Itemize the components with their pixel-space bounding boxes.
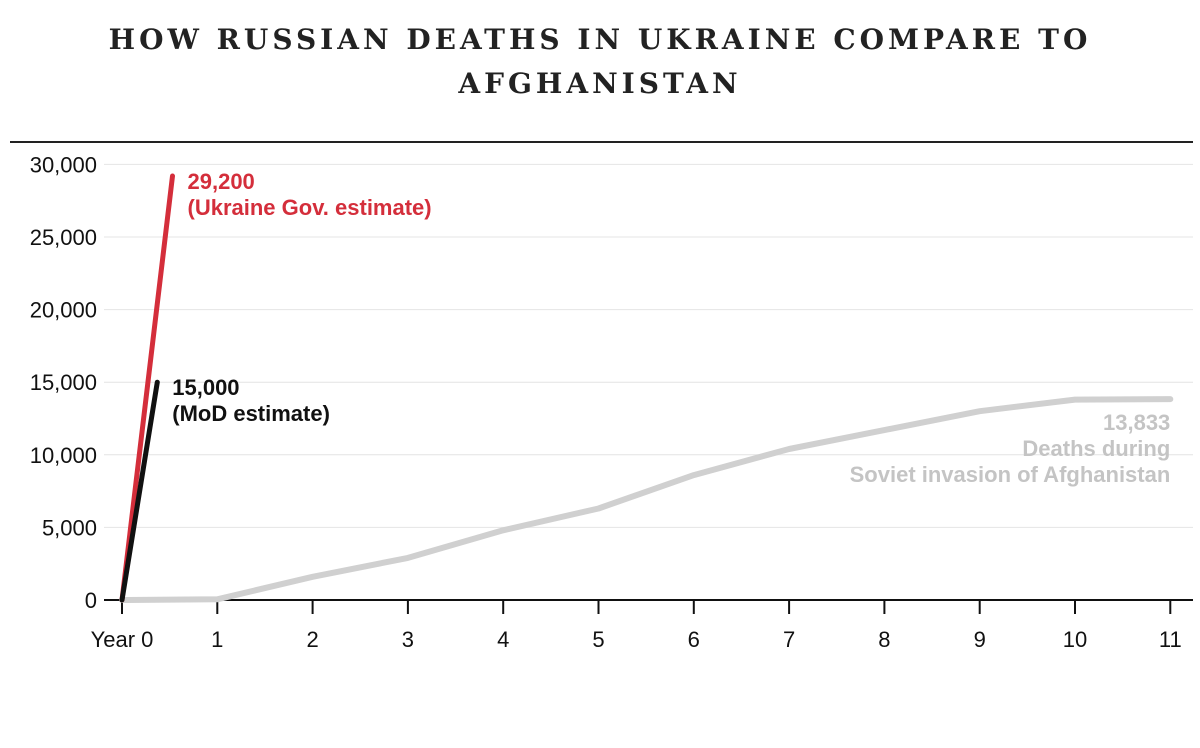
annotation-line: Deaths during [1022,436,1170,461]
annotation-line: Soviet invasion of Afghanistan [850,462,1171,487]
x-tick-label: 5 [592,627,604,652]
annotation-line: 15,000 [172,375,239,400]
y-tick-label: 30,000 [30,152,97,177]
y-tick-label: 25,000 [30,225,97,250]
x-tick-label: 4 [497,627,509,652]
x-tick-label: 1 [211,627,223,652]
annotation-line: (Ukraine Gov. estimate) [188,195,432,220]
chart-title-line-2: AFGHANISTAN [458,67,742,100]
y-tick-label: 15,000 [30,370,97,395]
x-tick-label: 7 [783,627,795,652]
x-tick-label: 10 [1063,627,1087,652]
x-tick-label: 3 [402,627,414,652]
series-line-ukraine_gov [119,173,175,603]
annotation-ukraine_gov: 29,200 (Ukraine Gov. estimate) [188,169,432,220]
y-tick-label: 0 [85,588,97,613]
annotation-mod: 15,000 (MoD estimate) [172,375,330,426]
gridlines [104,163,1193,528]
x-tick-label: 2 [306,627,318,652]
x-tick-label: 6 [688,627,700,652]
chart-title-line-1: HOW RUSSIAN DEATHS IN UKRAINE COMPARE TO [108,23,1092,56]
x-tick-label: 11 [1159,627,1182,652]
x-tick-label: 8 [878,627,890,652]
y-tick-label: 10,000 [30,443,97,468]
x-tick-label: 9 [974,627,986,652]
axes: 0 5,000 10,000 15,000 20,000 25,000 30,000 Year… [30,152,1193,652]
y-tick-label: 20,000 [30,298,97,323]
annotation-afghanistan: 13,833 Deaths during Soviet invasion of Af… [850,410,1171,487]
annotation-line: 29,200 [188,169,255,194]
series-lines [119,173,1174,603]
annotation-line: (MoD estimate) [172,401,330,426]
annotation-line: 13,833 [1103,410,1170,435]
series-line-mod [119,379,160,603]
y-tick-label: 5,000 [42,515,97,540]
series-annotations: 13,833 Deaths during Soviet invasion of Af… [172,169,1170,487]
x-tick-label: Year 0 [91,627,154,652]
series-line-afghanistan [119,396,1174,603]
chart-title: HOW RUSSIAN DEATHS IN UKRAINE COMPARE TO… [0,18,1200,106]
